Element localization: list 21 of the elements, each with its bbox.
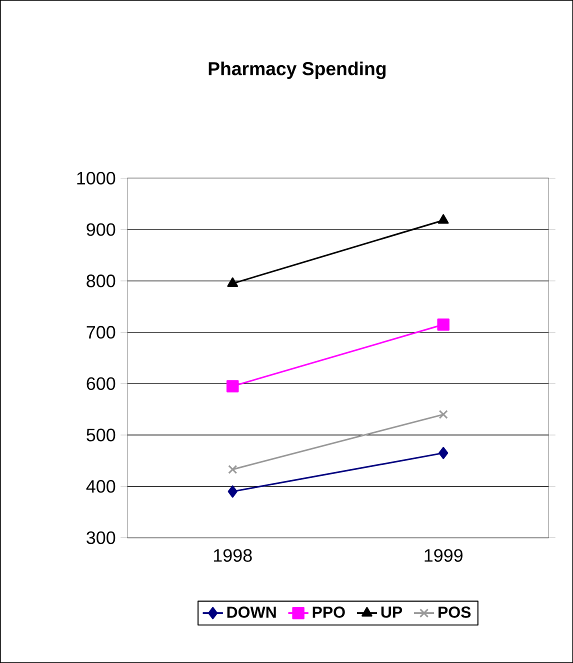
chart-title: Pharmacy Spending	[208, 62, 386, 80]
y-tick-label: 400	[86, 480, 116, 493]
point	[438, 410, 448, 420]
x-tick-label: 1998	[214, 549, 252, 562]
y-tick-label: 800	[86, 274, 116, 288]
y-tick-label: 700	[86, 326, 116, 339]
y-tick-label: 900	[86, 223, 116, 236]
point	[228, 464, 238, 474]
point	[437, 318, 450, 331]
y-tick-label: 600	[86, 377, 116, 390]
y-tick-label: 500	[86, 428, 116, 442]
point	[438, 446, 448, 460]
point	[228, 485, 238, 498]
legend-label: PPO	[312, 606, 345, 618]
legend-label: POS	[438, 606, 471, 618]
legend-label: UP	[381, 606, 402, 618]
y-tick-label: 300	[86, 531, 116, 544]
point	[226, 380, 239, 392]
x-tick-label: 1999	[424, 549, 462, 562]
legend-label: DOWN	[227, 606, 276, 618]
y-tick-label: 1000	[77, 172, 116, 185]
